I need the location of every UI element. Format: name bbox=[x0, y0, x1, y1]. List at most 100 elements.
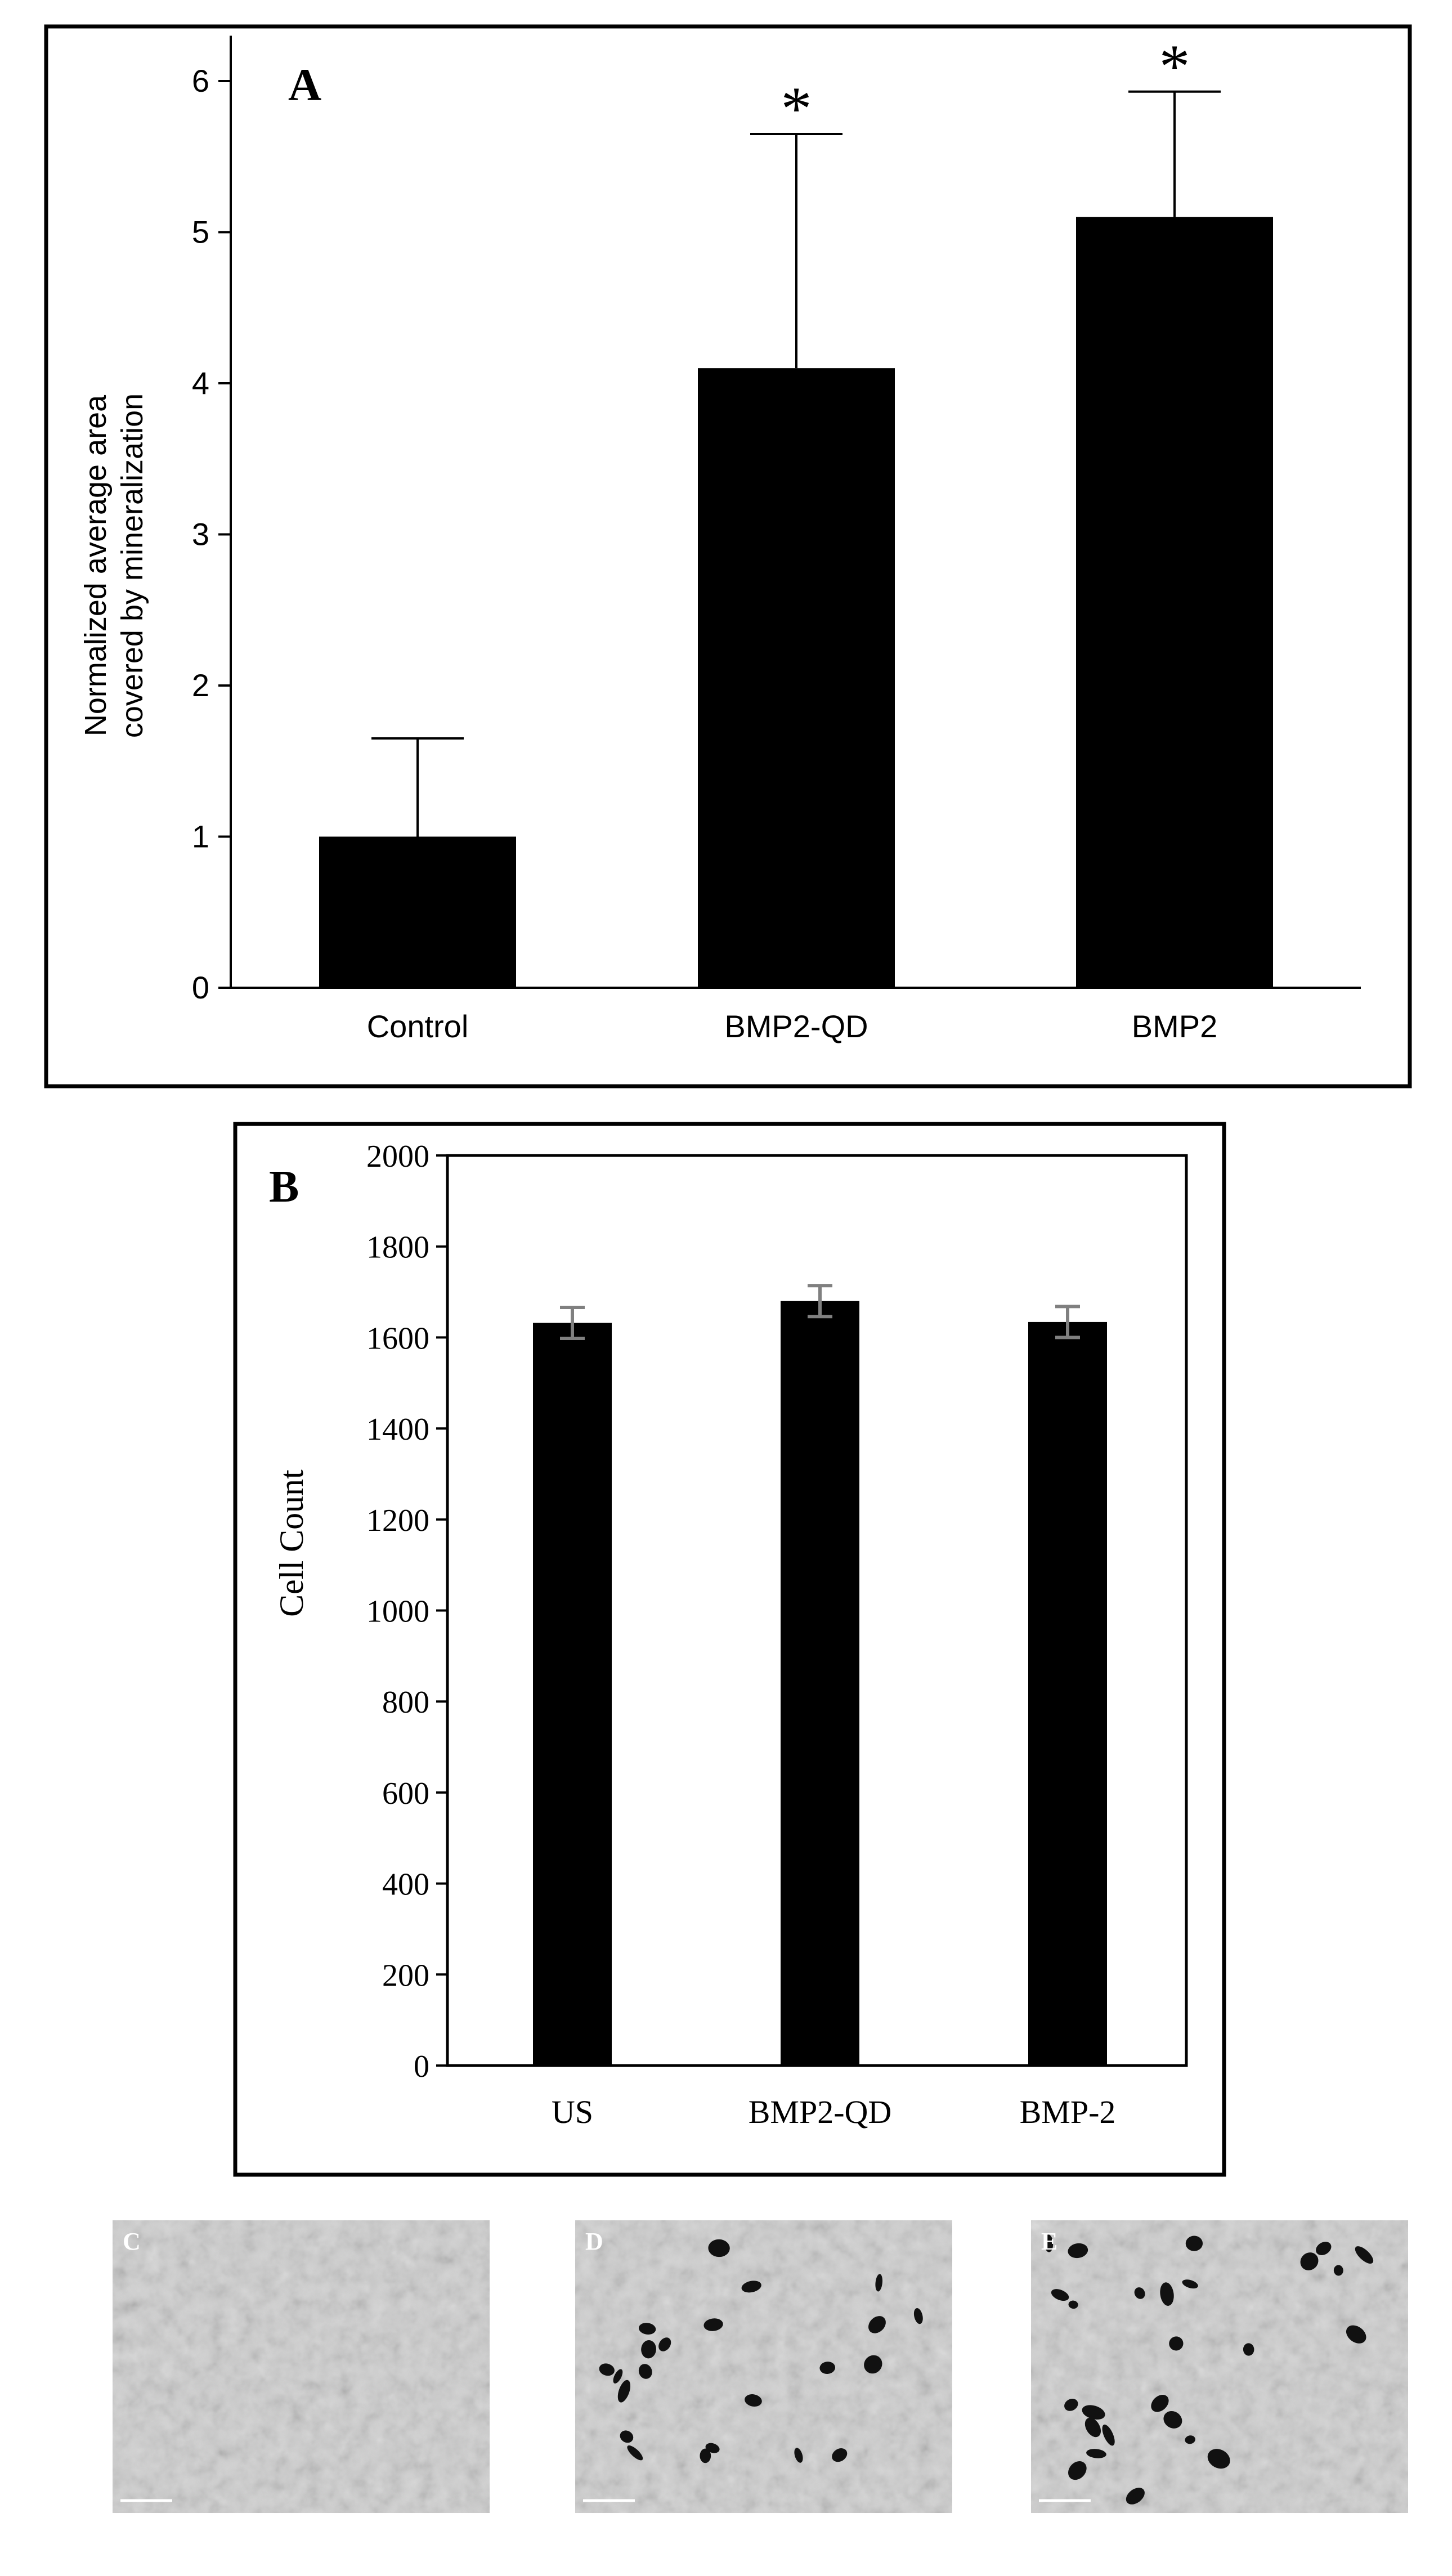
mineral-deposit bbox=[708, 2239, 730, 2257]
micrograph-d: D bbox=[575, 2220, 952, 2513]
mineral-deposit bbox=[1068, 2461, 1087, 2480]
panel-b-y-tick-label: 200 bbox=[382, 1958, 429, 1993]
panel-b-bar bbox=[1028, 1321, 1107, 2066]
panel-a-significance-marker: * bbox=[781, 74, 812, 143]
panel-a-error-bars bbox=[371, 90, 1221, 837]
mineral-deposit bbox=[1086, 2449, 1106, 2458]
panel-a-y-tick-label: 1 bbox=[192, 819, 209, 854]
mineral-deposit bbox=[745, 2394, 762, 2407]
mineral-deposit bbox=[638, 2364, 652, 2379]
panel-b-error-bars bbox=[560, 1284, 1080, 1341]
mineral-deposit bbox=[638, 2323, 656, 2335]
panel-b-bars bbox=[533, 1301, 1107, 2066]
panel-a-y-tick-label: 2 bbox=[192, 667, 209, 703]
mineral-deposit bbox=[1082, 2405, 1105, 2420]
mineral-deposit bbox=[1160, 2282, 1174, 2306]
panel-b-y-tick-labels: 0 200 400 600 800 1000 1200 1400 1600 1800 2000 bbox=[366, 1139, 429, 2084]
mineral-deposit bbox=[1044, 2234, 1054, 2252]
mineral-deposit bbox=[1084, 2417, 1101, 2438]
mineral-deposit bbox=[741, 2281, 761, 2293]
micrograph-texture bbox=[1031, 2220, 1408, 2513]
mineral-deposit bbox=[1207, 2449, 1230, 2469]
mineral-deposit bbox=[1355, 2246, 1374, 2264]
panel-a-y-tick-label: 4 bbox=[192, 365, 209, 401]
mineral-deposit bbox=[1064, 2399, 1078, 2411]
mineral-deposit bbox=[819, 2362, 836, 2374]
mineral-deposit bbox=[875, 2274, 883, 2292]
mineral-deposit bbox=[1102, 2424, 1115, 2446]
panel-b-frame bbox=[233, 1122, 1226, 2177]
mineral-deposit bbox=[1151, 2394, 1169, 2412]
panel-a-significance: ** bbox=[781, 32, 1190, 143]
panel-a-x-tick-labels: Control BMP2-QD BMP2 bbox=[367, 1009, 1218, 1044]
mineral-deposit bbox=[599, 2363, 615, 2376]
micrograph-label: D bbox=[585, 2228, 603, 2255]
panel-b-x-tick-label: BMP-2 bbox=[1020, 2094, 1116, 2130]
panel-b-bar bbox=[781, 1301, 859, 2066]
panel-a-y-axis-label-line2: covered by mineralization bbox=[115, 393, 149, 738]
mineral-deposit bbox=[1300, 2252, 1319, 2270]
panel-a-y-tick-label: 3 bbox=[192, 517, 209, 552]
mineral-deposit bbox=[1346, 2325, 1366, 2344]
panel-a-x-tick-label: BMP2-QD bbox=[724, 1009, 868, 1044]
mineral-deposit bbox=[613, 2369, 623, 2384]
panel-a-y-tick-labels: 0 1 2 3 4 5 6 bbox=[192, 63, 209, 1005]
panel-b: B US BMP2-QD BMP-2 0 200 400 600 800 1000 1200 14… bbox=[233, 1122, 1226, 2177]
panel-b-y-tick-label: 0 bbox=[414, 2049, 429, 2084]
panel-b-axes bbox=[436, 1154, 447, 2067]
mineral-deposit bbox=[641, 2340, 656, 2359]
mineral-deposit bbox=[703, 2318, 723, 2331]
panel-b-x-tick-label: US bbox=[552, 2094, 593, 2130]
panel-a-frame bbox=[44, 24, 1412, 1088]
panel-a-significance-marker: * bbox=[1159, 32, 1190, 101]
mineral-deposit bbox=[1163, 2411, 1182, 2429]
panel-b-y-tick-label: 400 bbox=[382, 1867, 429, 1902]
micrograph-label: C bbox=[123, 2228, 141, 2255]
panel-b-y-tick-label: 800 bbox=[382, 1685, 429, 1720]
panel-a-bar bbox=[698, 368, 895, 988]
mineral-deposit bbox=[913, 2308, 923, 2324]
micrograph-texture bbox=[113, 2220, 490, 2513]
mineral-deposit bbox=[1051, 2289, 1069, 2301]
panel-b-y-tick-label: 1400 bbox=[366, 1412, 429, 1447]
mineral-deposit bbox=[1316, 2242, 1332, 2255]
micrograph-panels: C D E bbox=[113, 2220, 1408, 2513]
panel-a-x-tick-label: Control bbox=[367, 1009, 469, 1044]
mineral-deposit bbox=[794, 2448, 803, 2463]
panel-a-y-tick-label: 6 bbox=[192, 63, 209, 98]
micrograph-label: E bbox=[1041, 2228, 1057, 2255]
panel-b-y-tick-label: 1800 bbox=[366, 1230, 429, 1265]
mineral-deposit bbox=[620, 2430, 634, 2443]
mineral-deposit bbox=[864, 2355, 882, 2374]
panel-a-label: A bbox=[288, 59, 321, 110]
panel-b-bar bbox=[533, 1323, 612, 2066]
panel-a-y-tick-label: 0 bbox=[192, 970, 209, 1005]
panel-b-y-tick-label: 2000 bbox=[366, 1139, 429, 1174]
panel-b-y-tick-label: 1600 bbox=[366, 1321, 429, 1356]
panel-a-y-tick-label: 5 bbox=[192, 214, 209, 250]
micrograph-c: C bbox=[113, 2220, 490, 2513]
panel-b-label: B bbox=[269, 1162, 299, 1212]
micrograph-e: E bbox=[1031, 2220, 1408, 2513]
panel-a-x-tick-label: BMP2 bbox=[1132, 1009, 1218, 1044]
panel-a-bar bbox=[319, 836, 516, 988]
panel-a-bars bbox=[319, 217, 1273, 988]
mineral-deposit bbox=[1185, 2235, 1203, 2251]
mineral-deposit bbox=[832, 2448, 848, 2462]
panel-b-x-tick-label: BMP2-QD bbox=[749, 2094, 892, 2130]
mineral-deposit bbox=[1333, 2265, 1343, 2276]
panel-b-y-tick-label: 1200 bbox=[366, 1503, 429, 1538]
panel-b-y-tick-label: 1000 bbox=[366, 1594, 429, 1629]
mineral-deposit bbox=[627, 2445, 643, 2461]
panel-b-y-axis-label: Cell Count bbox=[273, 1470, 310, 1617]
mineral-deposit bbox=[617, 2380, 631, 2403]
mineral-deposit bbox=[658, 2337, 671, 2351]
mineral-deposit bbox=[1068, 2300, 1078, 2309]
mineral-deposit bbox=[1243, 2343, 1254, 2356]
mineral-deposit bbox=[1134, 2287, 1145, 2299]
panel-a-bar bbox=[1076, 217, 1273, 988]
mineral-deposit bbox=[1169, 2336, 1184, 2351]
mineral-deposit bbox=[1126, 2488, 1145, 2505]
